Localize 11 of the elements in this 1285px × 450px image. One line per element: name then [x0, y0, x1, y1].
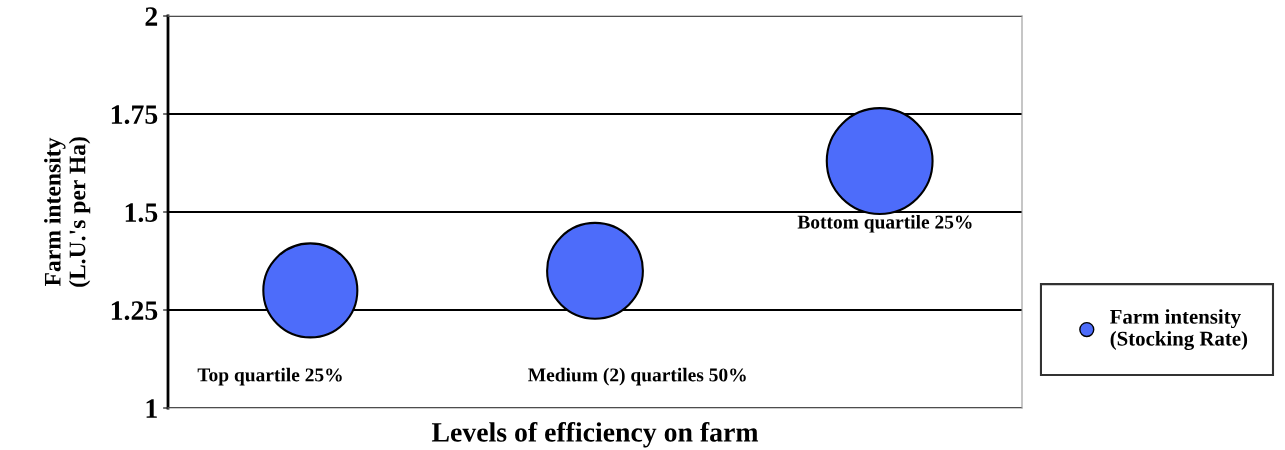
legend-label: Farm intensity (Stocking Rate): [1110, 309, 1248, 351]
y-tick-label: 1.5: [125, 203, 158, 223]
annotation: Bottom quartile 25%: [797, 214, 972, 233]
y-tick-label: 1.25: [111, 301, 158, 321]
x-axis-title: Levels of efficiency on farm: [431, 421, 759, 448]
y-axis-title: Farm intensity (L.U.'s per Ha): [44, 137, 91, 287]
y-tick-label: 1: [146, 399, 157, 418]
annotation: Medium (2) quartiles 50%: [528, 367, 746, 386]
y-tick-label: 1.75: [111, 105, 158, 125]
annotation: Top quartile 25%: [197, 367, 342, 386]
y-tick-label: 2: [145, 7, 158, 26]
